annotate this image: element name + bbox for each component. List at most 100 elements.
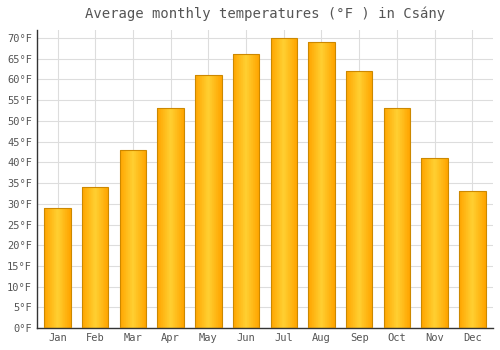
Bar xyxy=(437,158,438,328)
Bar xyxy=(202,75,203,328)
Bar xyxy=(250,55,252,328)
Bar xyxy=(406,108,407,328)
Bar xyxy=(442,158,443,328)
Bar xyxy=(55,208,56,328)
Bar xyxy=(236,55,237,328)
Bar xyxy=(102,187,103,328)
Bar xyxy=(200,75,201,328)
Bar xyxy=(286,38,287,328)
Bar xyxy=(48,208,49,328)
Bar xyxy=(354,71,355,328)
Bar xyxy=(214,75,215,328)
Bar xyxy=(476,191,477,328)
Bar xyxy=(49,208,50,328)
Bar xyxy=(145,150,146,328)
Bar xyxy=(132,150,133,328)
Bar xyxy=(198,75,199,328)
Bar xyxy=(459,191,460,328)
Bar xyxy=(235,55,236,328)
Bar xyxy=(181,108,182,328)
Bar xyxy=(280,38,281,328)
Bar xyxy=(206,75,207,328)
Bar xyxy=(137,150,138,328)
Bar xyxy=(44,208,70,328)
Bar xyxy=(276,38,277,328)
Bar xyxy=(52,208,53,328)
Bar xyxy=(97,187,98,328)
Bar xyxy=(51,208,52,328)
Bar xyxy=(330,42,332,328)
Bar xyxy=(360,71,361,328)
Bar xyxy=(131,150,132,328)
Bar xyxy=(401,108,402,328)
Bar xyxy=(446,158,447,328)
Bar xyxy=(463,191,464,328)
Bar xyxy=(282,38,283,328)
Bar xyxy=(394,108,395,328)
Bar xyxy=(61,208,62,328)
Bar xyxy=(134,150,135,328)
Bar xyxy=(256,55,258,328)
Bar xyxy=(309,42,310,328)
Bar xyxy=(285,38,286,328)
Bar xyxy=(315,42,316,328)
Title: Average monthly temperatures (°F ) in Csány: Average monthly temperatures (°F ) in Cs… xyxy=(85,7,445,21)
Bar xyxy=(439,158,440,328)
Bar xyxy=(158,108,159,328)
Bar xyxy=(278,38,279,328)
Bar xyxy=(317,42,318,328)
Bar xyxy=(311,42,312,328)
Bar xyxy=(346,71,348,328)
Bar xyxy=(201,75,202,328)
Bar xyxy=(67,208,68,328)
Bar xyxy=(174,108,176,328)
Bar xyxy=(362,71,363,328)
Bar xyxy=(204,75,205,328)
Bar xyxy=(271,38,272,328)
Bar xyxy=(44,208,45,328)
Bar xyxy=(170,108,172,328)
Bar xyxy=(348,71,350,328)
Bar xyxy=(445,158,446,328)
Bar xyxy=(158,108,184,328)
Bar xyxy=(364,71,365,328)
Bar xyxy=(168,108,170,328)
Bar xyxy=(68,208,69,328)
Bar xyxy=(218,75,219,328)
Bar xyxy=(310,42,311,328)
Bar xyxy=(296,38,297,328)
Bar xyxy=(481,191,482,328)
Bar xyxy=(422,158,424,328)
Bar xyxy=(365,71,366,328)
Bar xyxy=(447,158,448,328)
Bar xyxy=(355,71,356,328)
Bar xyxy=(308,42,334,328)
Bar xyxy=(94,187,96,328)
Bar xyxy=(179,108,180,328)
Bar xyxy=(54,208,55,328)
Bar xyxy=(443,158,444,328)
Bar xyxy=(291,38,292,328)
Bar xyxy=(436,158,437,328)
Bar xyxy=(390,108,391,328)
Bar xyxy=(316,42,317,328)
Bar xyxy=(395,108,396,328)
Bar xyxy=(385,108,386,328)
Bar xyxy=(62,208,63,328)
Bar xyxy=(100,187,101,328)
Bar xyxy=(66,208,67,328)
Bar xyxy=(195,75,196,328)
Bar xyxy=(47,208,48,328)
Bar xyxy=(325,42,326,328)
Bar xyxy=(352,71,354,328)
Bar xyxy=(384,108,385,328)
Bar xyxy=(356,71,357,328)
Bar xyxy=(270,38,297,328)
Bar xyxy=(471,191,472,328)
Bar xyxy=(346,71,372,328)
Bar xyxy=(59,208,60,328)
Bar xyxy=(319,42,320,328)
Bar xyxy=(106,187,107,328)
Bar xyxy=(328,42,330,328)
Bar xyxy=(196,75,197,328)
